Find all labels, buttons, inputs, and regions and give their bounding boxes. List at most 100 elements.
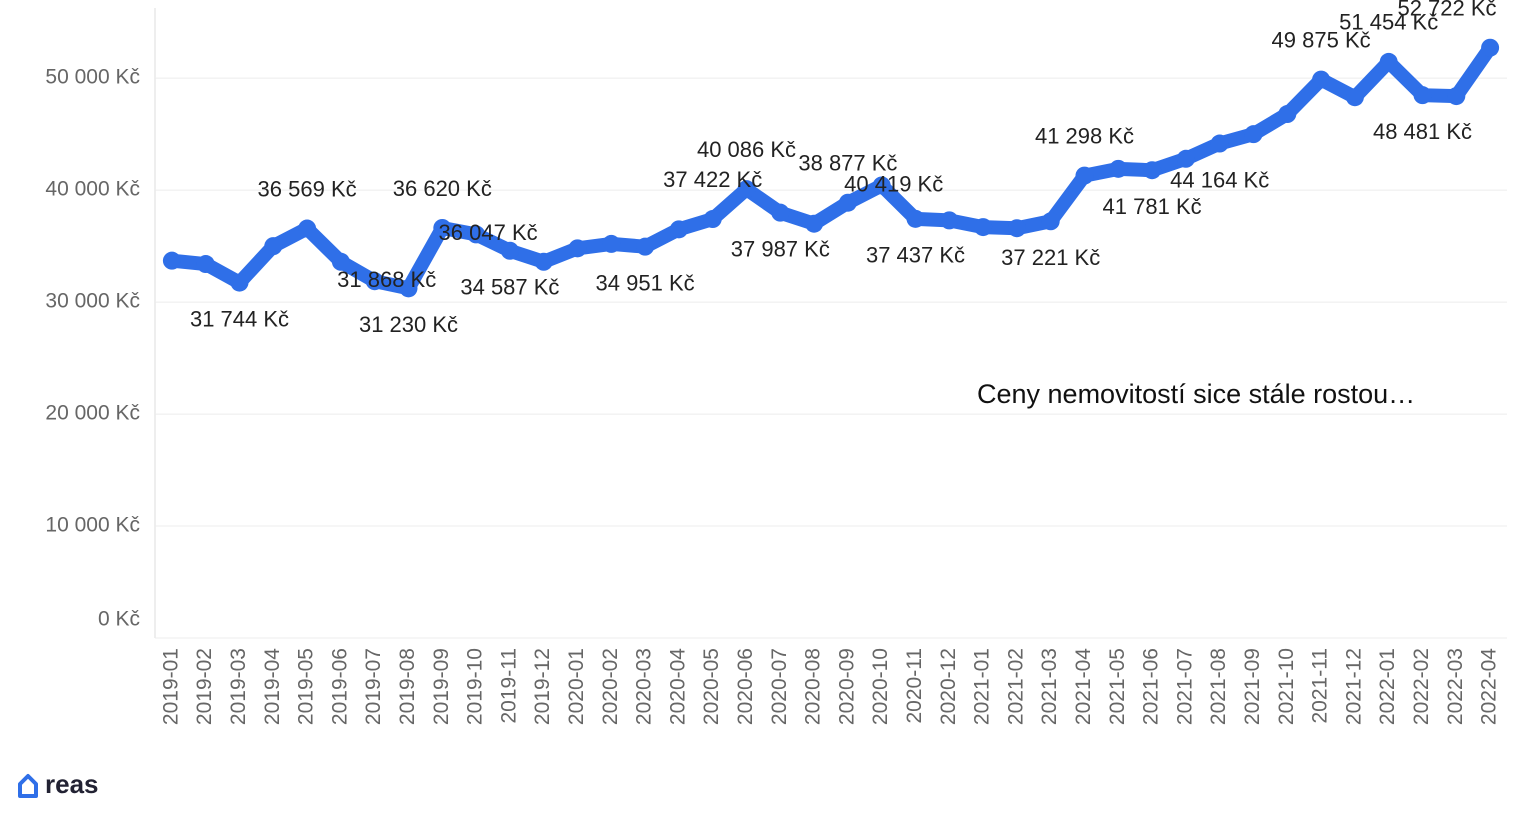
point: [602, 234, 621, 253]
x-tick-label: 2021-02: [1004, 648, 1027, 725]
data-label: 40 419 Kč: [844, 171, 943, 196]
x-tick-label: 2021-07: [1173, 648, 1196, 725]
x-tick-label: 2021-12: [1342, 648, 1365, 725]
point: [264, 237, 283, 256]
point: [162, 251, 181, 270]
x-tick-label: 2019-07: [362, 648, 385, 725]
point: [805, 214, 824, 233]
x-tick-label: 2020-10: [869, 648, 892, 725]
point: [433, 218, 452, 237]
x-tick-label: 2022-04: [1478, 648, 1501, 725]
point: [737, 180, 756, 199]
x-tick-label: 2021-11: [1309, 648, 1332, 724]
x-tick-label: 2020-09: [835, 648, 858, 725]
data-label: 37 987 Kč: [731, 236, 830, 261]
x-tick-label: 2019-03: [227, 648, 250, 725]
x-tick-label: 2019-02: [193, 648, 216, 725]
data-label: 36 569 Kč: [258, 176, 357, 201]
point: [1109, 159, 1128, 178]
y-tick-label: 20 000 Kč: [45, 402, 140, 425]
point: [940, 211, 959, 230]
x-tick-label: 2021-04: [1072, 648, 1095, 725]
y-tick-label: 50 000 Kč: [45, 66, 140, 89]
x-tick-label: 2021-08: [1207, 648, 1230, 725]
x-tick-label: 2021-05: [1106, 648, 1129, 725]
point: [298, 219, 317, 238]
x-tick-label: 2021-09: [1241, 648, 1264, 725]
x-tick-label: 2019-04: [261, 648, 284, 725]
data-label: 40 086 Kč: [697, 137, 796, 162]
point: [1007, 219, 1026, 238]
point: [1312, 70, 1331, 89]
data-label: 34 587 Kč: [460, 275, 559, 300]
x-tick-label: 2019-09: [430, 648, 453, 725]
point: [196, 255, 215, 274]
point: [500, 241, 519, 260]
x-tick-label: 2022-02: [1410, 648, 1433, 725]
point: [1379, 52, 1398, 71]
data-label: 31 744 Kč: [190, 306, 289, 331]
point: [1244, 125, 1263, 144]
y-tick-label: 10 000 Kč: [45, 514, 140, 537]
x-tick-label: 2020-12: [937, 648, 960, 725]
point: [906, 209, 925, 228]
data-label: 36 047 Kč: [439, 220, 538, 245]
point: [534, 252, 553, 271]
x-tick-label: 2022-03: [1444, 648, 1467, 725]
point: [669, 220, 688, 239]
point: [1176, 149, 1195, 168]
x-tick-label: 2019-08: [396, 648, 419, 725]
point: [1481, 38, 1500, 57]
point: [703, 210, 722, 229]
data-label: 49 875 Kč: [1272, 27, 1371, 52]
x-tick-label: 2020-03: [633, 648, 656, 725]
point: [568, 239, 587, 258]
logo-icon: [18, 774, 38, 798]
x-tick-label: 2020-11: [903, 648, 926, 724]
point: [1447, 87, 1466, 106]
x-tick-label: 2019-10: [464, 648, 487, 725]
annotation: Ceny nemovitostí sice stále rostou…: [977, 379, 1415, 409]
point: [974, 218, 993, 237]
point: [399, 279, 418, 298]
point: [1413, 86, 1432, 105]
x-tick-label: 2019-05: [295, 648, 318, 725]
point: [1075, 166, 1094, 185]
data-label: 37 437 Kč: [866, 243, 965, 268]
point: [636, 237, 655, 256]
data-label: 36 620 Kč: [393, 176, 492, 201]
x-tick-label: 2020-05: [700, 648, 723, 725]
point: [1345, 88, 1364, 107]
point: [838, 193, 857, 212]
x-tick-label: 2019-12: [531, 648, 554, 725]
x-tick-label: 2021-01: [971, 648, 994, 725]
y-tick-label: 30 000 Kč: [45, 290, 140, 313]
data-label: 48 481 Kč: [1373, 119, 1472, 144]
x-tick-label: 2022-01: [1376, 648, 1399, 725]
data-label: 44 164 Kč: [1170, 167, 1269, 192]
point: [872, 176, 891, 195]
point: [467, 225, 486, 244]
x-tick-label: 2020-08: [802, 648, 825, 725]
x-tick-label: 2021-03: [1038, 648, 1061, 725]
x-tick-label: 2020-02: [599, 648, 622, 725]
y-tick-label: 0 Kč: [98, 608, 140, 631]
point: [1143, 161, 1162, 180]
point: [365, 272, 384, 291]
data-label: 38 877 Kč: [798, 151, 897, 176]
x-tick-label: 2021-10: [1275, 648, 1298, 725]
x-tick-label: 2019-06: [328, 648, 351, 725]
data-label: 31 868 Kč: [337, 267, 436, 292]
point: [230, 273, 249, 292]
x-tick-label: 2019-01: [159, 648, 182, 725]
x-tick-label: 2020-01: [565, 648, 588, 725]
point: [1210, 134, 1229, 153]
x-tick-label: 2020-06: [734, 648, 757, 725]
x-tick-label: 2020-04: [666, 648, 689, 725]
logo: reas: [45, 769, 99, 799]
data-label: 41 781 Kč: [1103, 194, 1202, 219]
point: [771, 203, 790, 222]
data-label: 34 951 Kč: [596, 270, 695, 295]
point: [1278, 105, 1297, 124]
